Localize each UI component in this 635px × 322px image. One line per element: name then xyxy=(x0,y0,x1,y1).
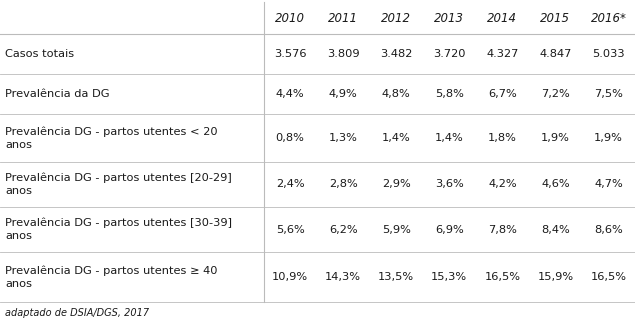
Text: 4.327: 4.327 xyxy=(486,49,519,59)
Text: 3.482: 3.482 xyxy=(380,49,412,59)
Text: Casos totais: Casos totais xyxy=(5,49,74,59)
Text: Prevalência DG - partos utentes < 20
anos: Prevalência DG - partos utentes < 20 ano… xyxy=(5,126,218,150)
Text: adaptado de DSIA/DGS, 2017: adaptado de DSIA/DGS, 2017 xyxy=(5,308,149,318)
Text: Prevalência da DG: Prevalência da DG xyxy=(5,89,110,99)
Text: 0,8%: 0,8% xyxy=(276,133,305,143)
Text: 1,3%: 1,3% xyxy=(329,133,358,143)
Text: 5,8%: 5,8% xyxy=(435,89,464,99)
Text: 4,9%: 4,9% xyxy=(329,89,358,99)
Text: 1,4%: 1,4% xyxy=(435,133,464,143)
Text: 6,9%: 6,9% xyxy=(435,224,464,234)
Text: 5.033: 5.033 xyxy=(592,49,625,59)
Text: 2,8%: 2,8% xyxy=(329,179,358,190)
Text: 2012: 2012 xyxy=(381,12,411,24)
Text: Prevalência DG - partos utentes [30-39]
anos: Prevalência DG - partos utentes [30-39] … xyxy=(5,218,232,241)
Text: 7,8%: 7,8% xyxy=(488,224,517,234)
Text: 2015: 2015 xyxy=(540,12,570,24)
Text: 13,5%: 13,5% xyxy=(378,272,414,282)
Text: 2014: 2014 xyxy=(487,12,518,24)
Text: 7,2%: 7,2% xyxy=(541,89,570,99)
Text: 1,8%: 1,8% xyxy=(488,133,517,143)
Text: 4,4%: 4,4% xyxy=(276,89,304,99)
Text: 3.809: 3.809 xyxy=(327,49,359,59)
Text: 16,5%: 16,5% xyxy=(591,272,627,282)
Text: 6,2%: 6,2% xyxy=(329,224,358,234)
Text: 4.847: 4.847 xyxy=(539,49,572,59)
Text: 6,7%: 6,7% xyxy=(488,89,517,99)
Text: 1,4%: 1,4% xyxy=(382,133,411,143)
Text: 5,6%: 5,6% xyxy=(276,224,304,234)
Text: 3.720: 3.720 xyxy=(433,49,465,59)
Text: 5,9%: 5,9% xyxy=(382,224,411,234)
Text: 4,8%: 4,8% xyxy=(382,89,411,99)
Text: 2016*: 2016* xyxy=(591,12,626,24)
Text: 10,9%: 10,9% xyxy=(272,272,308,282)
Text: 4,7%: 4,7% xyxy=(594,179,623,190)
Text: Prevalência DG - partos utentes [20-29]
anos: Prevalência DG - partos utentes [20-29] … xyxy=(5,173,232,196)
Text: 2013: 2013 xyxy=(434,12,464,24)
Text: 15,9%: 15,9% xyxy=(537,272,573,282)
Text: 14,3%: 14,3% xyxy=(325,272,361,282)
Text: 4,6%: 4,6% xyxy=(541,179,570,190)
Text: 7,5%: 7,5% xyxy=(594,89,623,99)
Text: 2,9%: 2,9% xyxy=(382,179,411,190)
Text: 8,6%: 8,6% xyxy=(594,224,623,234)
Text: 8,4%: 8,4% xyxy=(541,224,570,234)
Text: 1,9%: 1,9% xyxy=(594,133,623,143)
Text: 2011: 2011 xyxy=(328,12,358,24)
Text: 1,9%: 1,9% xyxy=(541,133,570,143)
Text: 2010: 2010 xyxy=(275,12,305,24)
Text: 3.576: 3.576 xyxy=(274,49,306,59)
Text: 16,5%: 16,5% xyxy=(485,272,520,282)
Text: Prevalência DG - partos utentes ≥ 40
anos: Prevalência DG - partos utentes ≥ 40 ano… xyxy=(5,265,218,289)
Text: 2,4%: 2,4% xyxy=(276,179,304,190)
Text: 15,3%: 15,3% xyxy=(431,272,467,282)
Text: 3,6%: 3,6% xyxy=(435,179,464,190)
Text: 4,2%: 4,2% xyxy=(488,179,517,190)
